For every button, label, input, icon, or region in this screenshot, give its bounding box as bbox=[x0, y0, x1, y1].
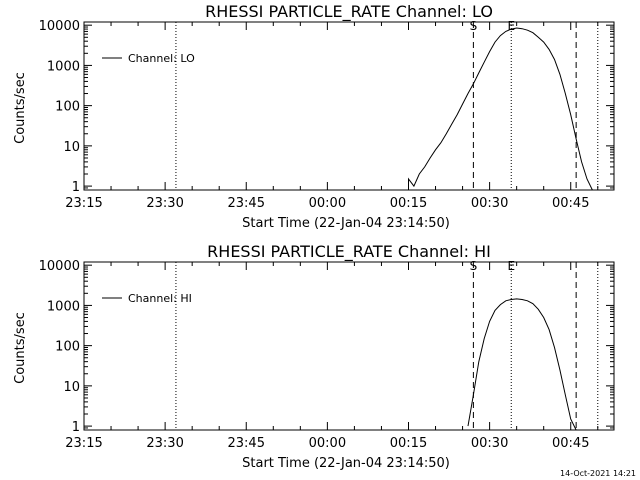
series-line bbox=[467, 298, 577, 431]
x-tick-label: 00:00 bbox=[309, 436, 346, 451]
y-tick-label: 100 bbox=[55, 340, 80, 355]
interval-marker-s: S bbox=[470, 259, 478, 273]
legend-label: Channel: LO bbox=[128, 52, 195, 65]
legend-label: Channel: HI bbox=[128, 292, 192, 305]
x-tick-label: 00:15 bbox=[390, 436, 427, 451]
x-axis-label: Start Time (22-Jan-04 23:14:50) bbox=[242, 216, 450, 231]
y-tick-label: 10 bbox=[63, 140, 80, 155]
y-tick-label: 100 bbox=[55, 100, 80, 115]
x-tick-label: 00:45 bbox=[552, 436, 589, 451]
timestamp: 14-Oct-2021 14:21 bbox=[560, 469, 636, 478]
chart-panel-hi: RHESSI PARTICLE_RATE Channel: HI Start T… bbox=[13, 242, 615, 471]
chart-panel-lo: RHESSI PARTICLE_RATE Channel: LO Start T… bbox=[13, 2, 615, 231]
x-tick-label: 23:30 bbox=[146, 436, 183, 451]
y-tick-label: 1000 bbox=[47, 299, 80, 314]
y-tick-label: 10000 bbox=[39, 259, 80, 274]
x-tick-label: 23:45 bbox=[228, 196, 265, 211]
x-tick-label: 23:30 bbox=[146, 196, 183, 211]
plot-frame bbox=[83, 21, 615, 191]
x-axis-label: Start Time (22-Jan-04 23:14:50) bbox=[242, 456, 450, 471]
plot-frame bbox=[83, 261, 615, 431]
interval-marker-e: E bbox=[507, 19, 515, 33]
x-tick-label: 00:30 bbox=[471, 436, 508, 451]
y-tick-label: 1 bbox=[72, 420, 80, 435]
x-tick-label: 00:30 bbox=[471, 196, 508, 211]
y-axis-label: Counts/sec bbox=[13, 312, 28, 384]
x-tick-label: 23:45 bbox=[228, 436, 265, 451]
x-tick-label: 00:00 bbox=[309, 196, 346, 211]
series-line bbox=[408, 27, 593, 191]
interval-marker-e: E bbox=[507, 259, 515, 273]
interval-marker-s: S bbox=[470, 19, 478, 33]
x-tick-label: 23:15 bbox=[65, 196, 102, 211]
chart-title: RHESSI PARTICLE_RATE Channel: LO bbox=[205, 2, 493, 22]
x-tick-label: 00:45 bbox=[552, 196, 589, 211]
y-tick-label: 10 bbox=[63, 380, 80, 395]
y-tick-label: 10000 bbox=[39, 19, 80, 34]
y-tick-label: 1 bbox=[72, 180, 80, 195]
x-tick-label: 23:15 bbox=[65, 436, 102, 451]
chart-title: RHESSI PARTICLE_RATE Channel: HI bbox=[207, 242, 491, 262]
y-tick-label: 1000 bbox=[47, 59, 80, 74]
x-tick-label: 00:15 bbox=[390, 196, 427, 211]
y-axis-label: Counts/sec bbox=[13, 72, 28, 144]
